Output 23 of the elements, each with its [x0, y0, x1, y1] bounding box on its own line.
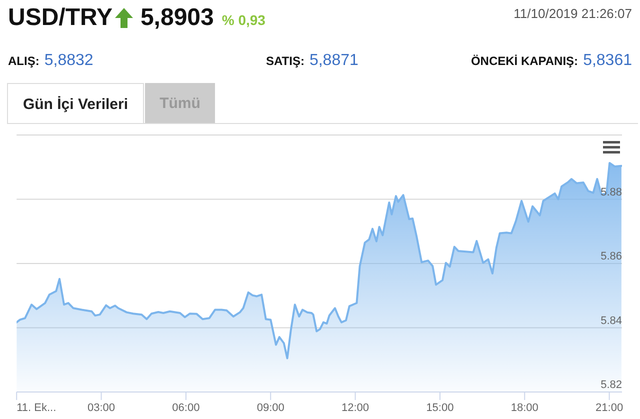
text: 5,8903: [140, 4, 214, 32]
text: SATIŞ:: [266, 54, 304, 68]
y-tick-label: 5.88: [600, 186, 622, 198]
y-tick-label: 5.84: [600, 314, 622, 327]
x-tick-label: 15:00: [426, 402, 454, 414]
x-tick-label: 12:00: [342, 402, 370, 414]
x-tick-label: 21:00: [596, 402, 624, 414]
chart-title: USD/TRY: [8, 4, 112, 32]
x-tick-label: 03:00: [88, 402, 116, 414]
text: 11/10/2019 21:26:07: [514, 6, 632, 21]
text: ALIŞ:: [8, 54, 40, 68]
text: 5,8361: [583, 52, 632, 70]
x-tick-label: 06:00: [172, 402, 200, 414]
text: % 0,93: [222, 12, 266, 28]
text: ÖNCEKİ KAPANIŞ:: [470, 54, 578, 68]
y-tick-label: 5.82: [600, 379, 622, 391]
y-tick-label: 5.86: [600, 250, 622, 262]
x-tick-label: 18:00: [510, 402, 538, 414]
text: 5,8832: [44, 52, 94, 70]
text: 5,8871: [309, 52, 358, 70]
x-tick-label: 11. Ek...: [16, 402, 56, 414]
text: Gün İçi Verileri: [7, 83, 144, 124]
x-tick-label: 09:00: [256, 402, 284, 414]
